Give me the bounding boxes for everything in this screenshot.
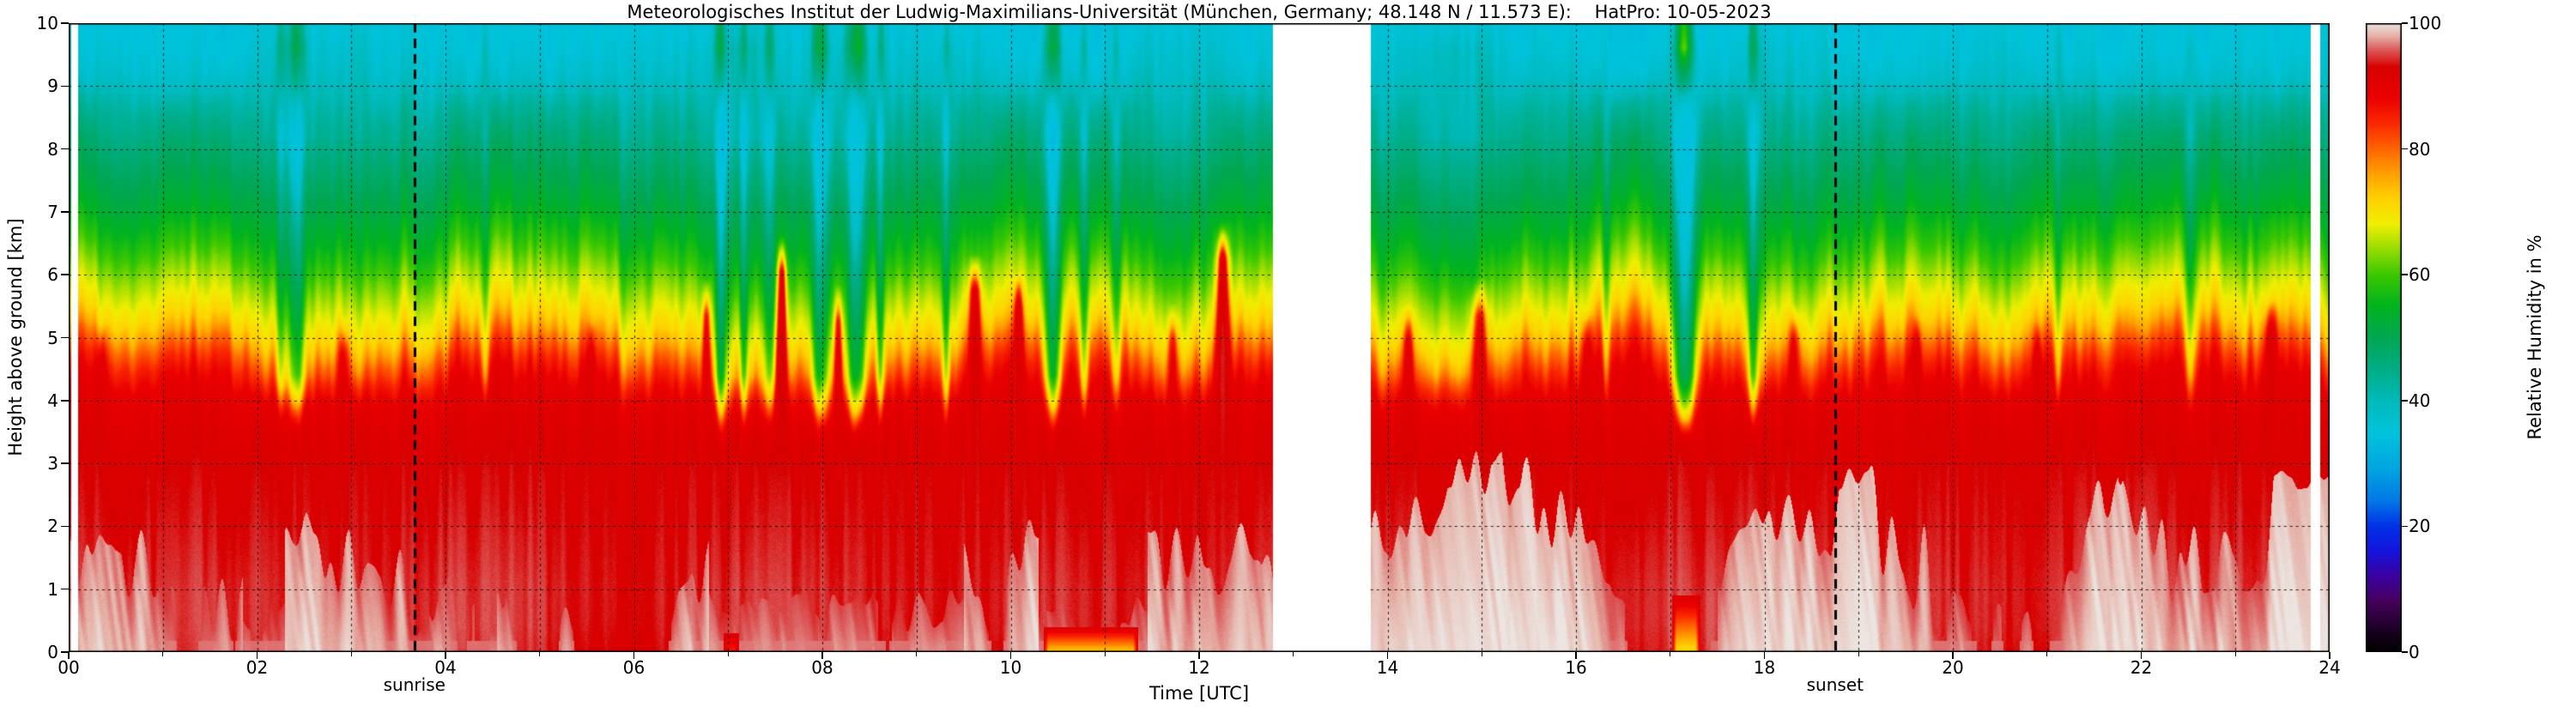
x-minor-tick-mark xyxy=(2234,652,2236,656)
y-tick-mark xyxy=(61,462,69,464)
y-tick-mark xyxy=(61,148,69,150)
sunset-annotation: sunset xyxy=(1806,674,1864,695)
y-tick-label: 8 xyxy=(47,138,58,160)
y-tick-mark xyxy=(61,85,69,88)
x-tick-label: 20 xyxy=(1942,657,1964,678)
x-tick-label: 18 xyxy=(1753,657,1776,678)
figure-title: Meteorologisches Institut der Ludwig-Max… xyxy=(627,2,1772,22)
x-minor-tick-mark xyxy=(539,652,541,656)
y-tick-label: 3 xyxy=(47,453,58,474)
y-tick-mark xyxy=(61,588,69,590)
y-tick-mark xyxy=(61,525,69,528)
y-tick-mark xyxy=(61,400,69,402)
x-tick-label: 10 xyxy=(999,657,1022,678)
heatmap-canvas xyxy=(69,23,2330,652)
x-tick-mark xyxy=(68,652,70,659)
x-minor-tick-mark xyxy=(727,652,729,656)
y-tick-label: 0 xyxy=(47,642,58,662)
x-tick-label: 06 xyxy=(622,657,646,678)
y-tick-label: 9 xyxy=(47,76,58,97)
y-tick-label: 5 xyxy=(47,327,58,348)
y-tick-mark xyxy=(61,651,69,653)
x-tick-mark xyxy=(1575,652,1577,659)
x-tick-mark xyxy=(1763,652,1766,659)
x-minor-tick-mark xyxy=(1104,652,1106,656)
y-tick-label: 4 xyxy=(47,390,58,411)
x-tick-mark xyxy=(1198,652,1200,659)
x-tick-mark xyxy=(1009,652,1012,659)
y-tick-label: 10 xyxy=(36,13,58,33)
colorbar-tick-label: 40 xyxy=(2409,390,2431,411)
colorbar-tick-mark xyxy=(2402,148,2408,150)
colorbar-title: Relative Humidity in % xyxy=(2524,234,2545,440)
x-tick-mark xyxy=(821,652,823,659)
y-tick-label: 7 xyxy=(47,201,58,222)
y-tick-label: 6 xyxy=(47,264,58,286)
x-tick-mark xyxy=(256,652,258,659)
x-tick-mark xyxy=(1952,652,1954,659)
y-tick-label: 1 xyxy=(47,578,58,600)
colorbar-tick-label: 60 xyxy=(2409,264,2431,286)
x-tick-label: 12 xyxy=(1188,657,1210,678)
sunrise-annotation: sunrise xyxy=(383,674,445,695)
colorbar-tick-mark xyxy=(2402,651,2408,653)
colorbar-tick-label: 80 xyxy=(2409,138,2431,160)
x-minor-tick-mark xyxy=(1293,652,1294,656)
x-tick-label: 00 xyxy=(58,657,80,678)
x-minor-tick-mark xyxy=(1858,652,1859,656)
x-tick-label: 02 xyxy=(245,657,269,678)
y-tick-label: 2 xyxy=(47,516,58,537)
colorbar-tick-mark xyxy=(2402,274,2408,275)
colorbar-tick-mark xyxy=(2402,525,2408,528)
x-tick-label: 24 xyxy=(2318,657,2341,678)
x-minor-tick-mark xyxy=(162,652,164,656)
x-minor-tick-mark xyxy=(350,652,352,656)
x-minor-tick-mark xyxy=(2046,652,2048,656)
x-tick-label: 22 xyxy=(2130,657,2153,678)
y-tick-mark xyxy=(61,336,69,339)
y-tick-mark xyxy=(61,211,69,213)
x-tick-mark xyxy=(1386,652,1389,659)
x-tick-mark xyxy=(2140,652,2143,659)
colorbar-tick-label: 100 xyxy=(2409,13,2442,33)
colorbar-canvas xyxy=(2366,23,2402,652)
x-tick-mark xyxy=(2329,652,2331,659)
x-axis-title: Time [UTC] xyxy=(1149,683,1250,704)
x-tick-label: 08 xyxy=(811,657,833,678)
x-tick-mark xyxy=(445,652,446,659)
y-tick-mark xyxy=(61,274,69,275)
x-tick-label: 14 xyxy=(1376,657,1399,678)
x-tick-label: 16 xyxy=(1565,657,1587,678)
x-tick-label: 04 xyxy=(434,657,457,678)
colorbar-tick-mark xyxy=(2402,400,2408,402)
colorbar-tick-label: 20 xyxy=(2409,516,2431,537)
colorbar-tick-label: 0 xyxy=(2409,642,2420,662)
colorbar-tick-mark xyxy=(2402,22,2408,24)
y-tick-mark xyxy=(61,22,69,24)
x-minor-tick-mark xyxy=(916,652,918,656)
x-tick-mark xyxy=(633,652,635,659)
